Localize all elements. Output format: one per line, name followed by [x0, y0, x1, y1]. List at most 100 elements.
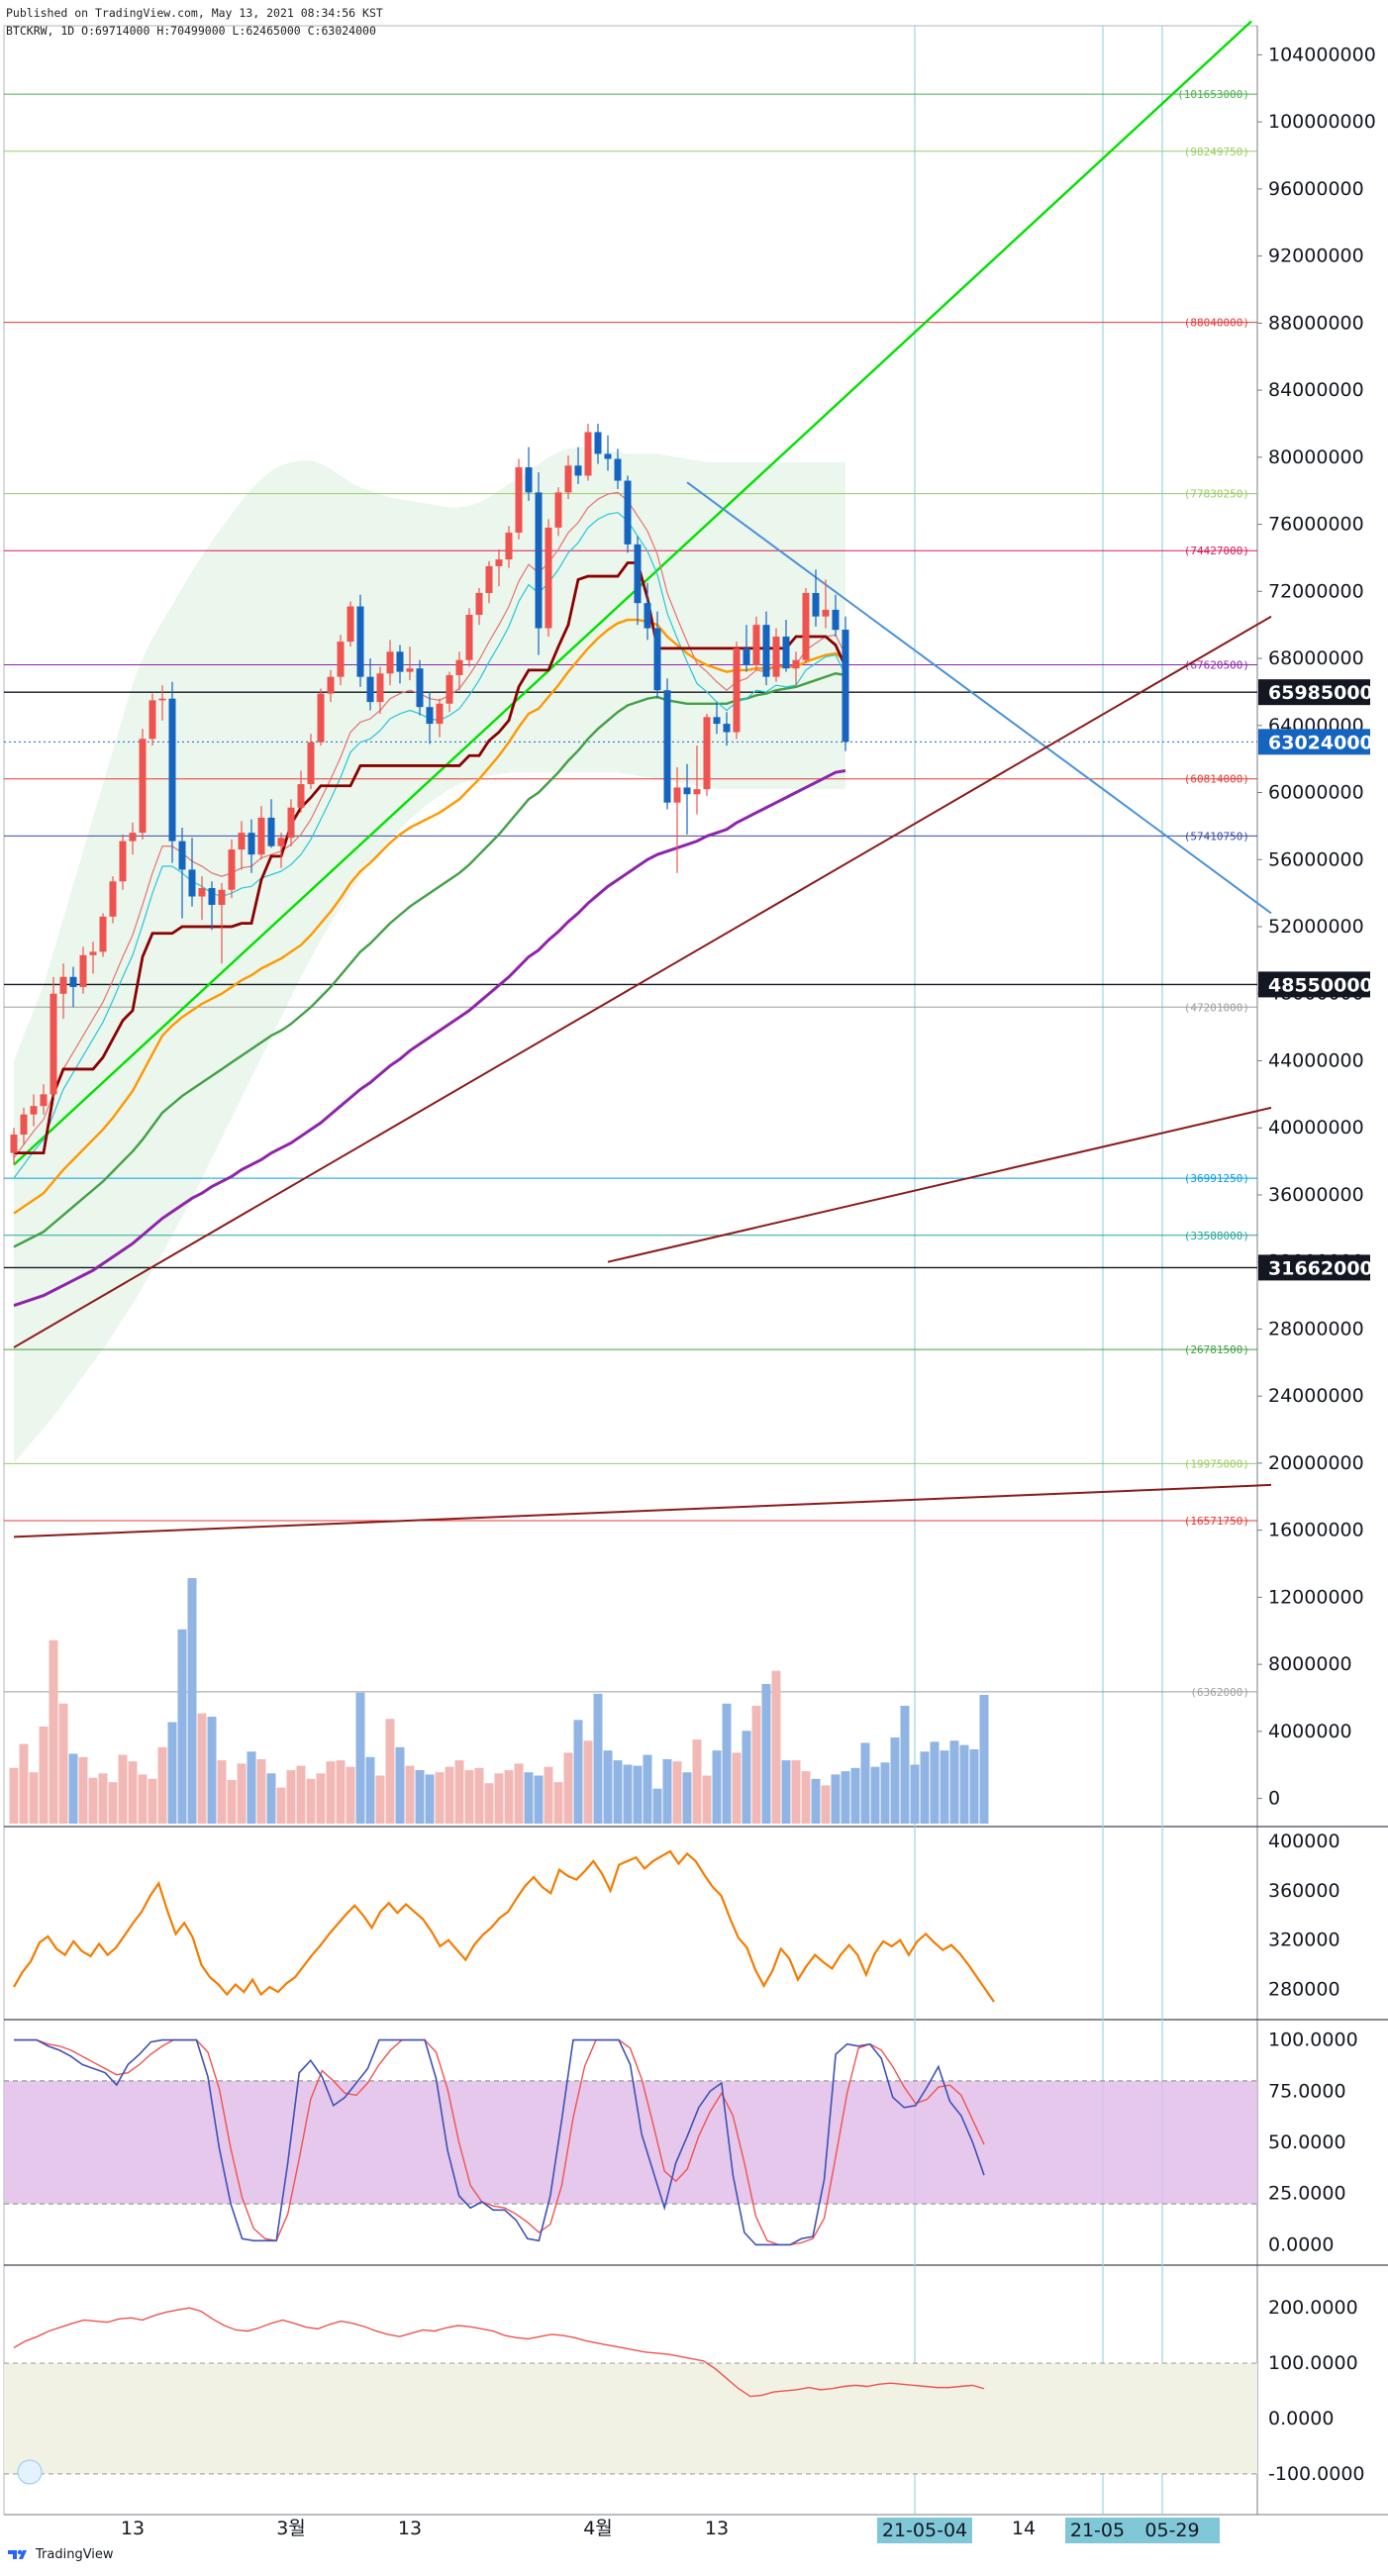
oscillator-tick-label: 320000 [1268, 1930, 1340, 1951]
candle [238, 833, 246, 850]
volume-bar [573, 1720, 583, 1824]
volume-bar [435, 1772, 445, 1824]
cci-tick-label: 200.0000 [1268, 2297, 1358, 2319]
price-tick-label: 84000000 [1268, 379, 1364, 401]
price-tick-label: 0 [1268, 1788, 1280, 1810]
candle [772, 637, 780, 677]
candle [158, 698, 166, 701]
volume-bar [78, 1756, 88, 1824]
candle [69, 976, 77, 987]
volume-bar [247, 1751, 256, 1824]
volume-bar [118, 1754, 128, 1824]
price-tick-label: 56000000 [1268, 848, 1364, 870]
candle [812, 593, 820, 617]
ema-purple-line [13, 769, 846, 1308]
candle [287, 807, 295, 839]
candle [842, 630, 849, 743]
candle [802, 593, 810, 660]
stoch-tick-label: 75.0000 [1268, 2080, 1346, 2102]
volume-bar [850, 1767, 860, 1824]
volume-bar [425, 1774, 435, 1824]
volume-bar [157, 1746, 167, 1824]
volume-bar [415, 1770, 425, 1824]
candle [337, 642, 345, 677]
level-label: (33588000) [1184, 1230, 1249, 1242]
volume-bar [217, 1760, 227, 1824]
volume-bar [672, 1761, 682, 1824]
candle [297, 784, 305, 808]
ema-green-line [13, 672, 846, 1248]
candle [307, 742, 315, 785]
volume-bar [346, 1766, 355, 1824]
candle [832, 609, 840, 631]
volume-bar [68, 1753, 78, 1824]
volume-bar [128, 1761, 138, 1824]
candle [406, 668, 414, 672]
volume-bar [454, 1760, 464, 1824]
volume-bar [256, 1758, 266, 1824]
stoch-tick-label: 25.0000 [1268, 2183, 1346, 2205]
candle [446, 674, 453, 704]
volume-bar [821, 1785, 831, 1824]
volume-bar [29, 1772, 39, 1824]
candle [762, 625, 770, 677]
volume-bar [751, 1705, 761, 1824]
price-axis-tag [1258, 971, 1370, 998]
volume-bar [880, 1762, 890, 1824]
candle [485, 565, 493, 594]
price-tick-label: 100000000 [1268, 111, 1376, 133]
volume-bar [900, 1705, 910, 1824]
candle [743, 647, 750, 665]
candle [79, 954, 87, 987]
candle [139, 739, 147, 834]
level-label: (67620500) [1184, 658, 1249, 671]
price-tick-label: 8000000 [1268, 1653, 1352, 1675]
published-line: Published on TradingView.com, May 13, 20… [6, 6, 383, 20]
volume-bar [108, 1782, 118, 1824]
candle [455, 659, 463, 675]
candle [624, 480, 632, 545]
candle [505, 533, 513, 560]
candle [89, 951, 97, 955]
candle [426, 707, 434, 725]
volume-bar [841, 1771, 850, 1824]
candle [386, 651, 394, 674]
level-label: (19975000) [1184, 1457, 1249, 1470]
volume-bar [910, 1764, 920, 1824]
volume-bar [623, 1764, 633, 1824]
volume-bar [286, 1770, 296, 1824]
cci-band [4, 2363, 1257, 2474]
candle [584, 432, 592, 476]
price-tick-label: 36000000 [1268, 1184, 1364, 1206]
volume-bar [355, 1692, 365, 1824]
volume-bar [385, 1719, 395, 1824]
price-tick-label: 60000000 [1268, 782, 1364, 804]
candle [475, 593, 483, 616]
price-tick-label: 80000000 [1268, 446, 1364, 468]
tradingview-footer[interactable]: TradingView [6, 2546, 114, 2562]
volume-bar [959, 1744, 969, 1824]
volume-bar [544, 1766, 553, 1824]
price-tick-label: 28000000 [1268, 1318, 1364, 1339]
volume-bar [395, 1746, 405, 1824]
volume-bar [316, 1773, 326, 1824]
volume-bar [742, 1731, 751, 1824]
volume-bar [514, 1763, 524, 1824]
level-label: (98249750) [1184, 146, 1249, 158]
volume-bar [494, 1773, 504, 1824]
candle [535, 492, 543, 629]
candle [198, 888, 206, 897]
candle [188, 869, 196, 897]
level-label: (60814000) [1184, 773, 1249, 786]
time-axis-tag [1125, 2518, 1220, 2543]
time-axis-tag-label: 05-29 [1144, 2520, 1199, 2541]
volume-bar [781, 1760, 791, 1824]
price-tick-label: 44000000 [1268, 1049, 1364, 1071]
candle [366, 676, 374, 703]
price-tick-label: 40000000 [1268, 1117, 1364, 1139]
volume-bar [39, 1726, 49, 1824]
volume-bar [979, 1694, 989, 1824]
candle [347, 606, 354, 643]
candle [703, 717, 711, 790]
